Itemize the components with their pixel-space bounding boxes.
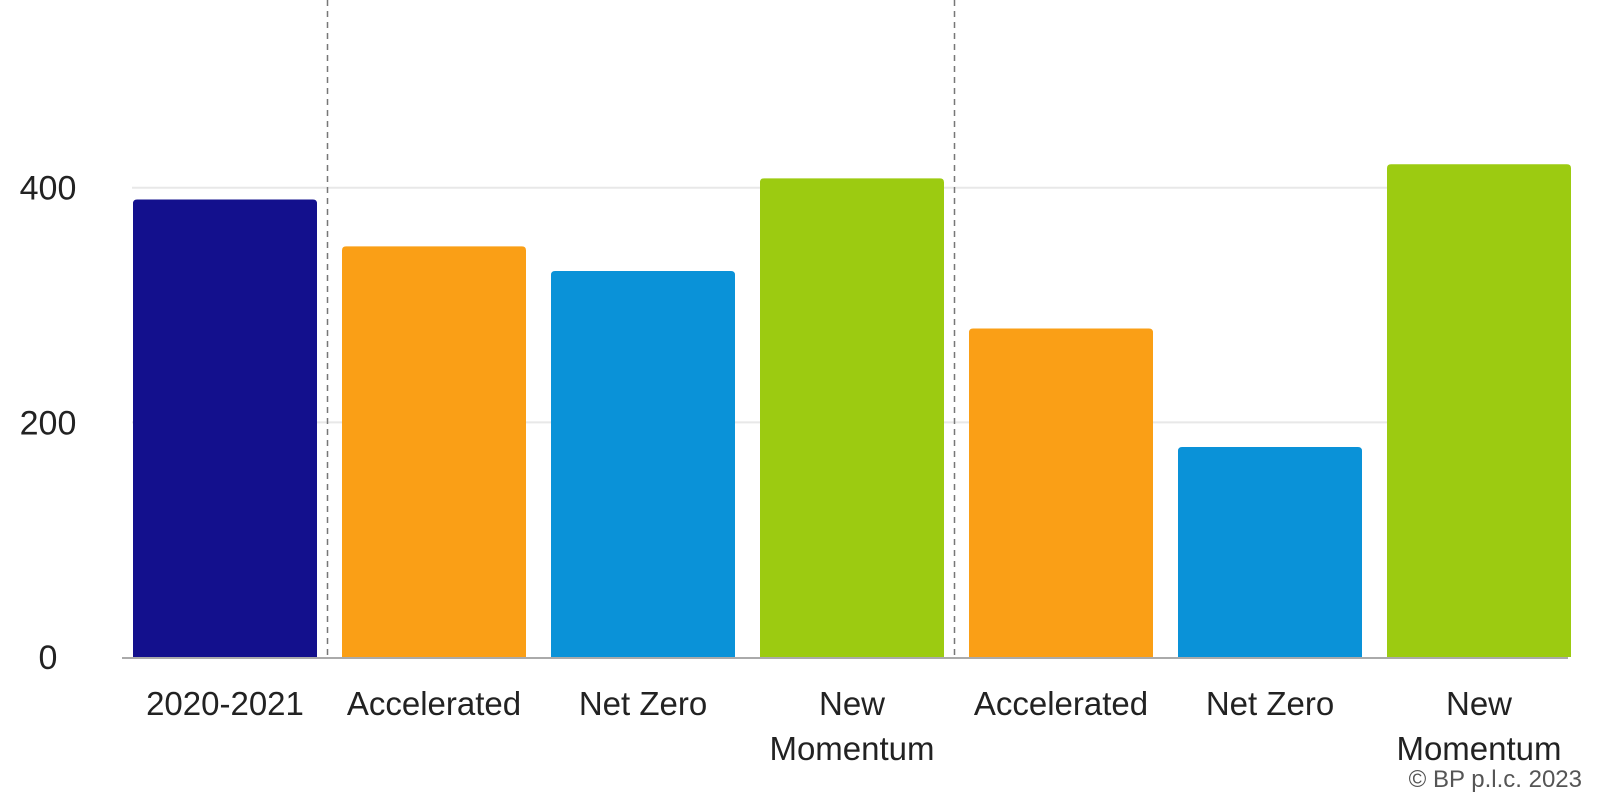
x-category-label-1: Accelerated	[347, 685, 521, 722]
x-category-label-line: New	[819, 685, 885, 722]
x-category-label-line: New	[1446, 685, 1512, 722]
y-tick-label-400: 400	[20, 170, 77, 208]
bar-5	[1178, 446, 1362, 657]
x-category-label-line: Momentum	[1396, 730, 1561, 767]
y-tick-label-200: 200	[20, 404, 77, 442]
x-category-label-4: Accelerated	[974, 685, 1148, 722]
y-tick-label-0: 0	[39, 639, 58, 677]
x-category-label-line: Momentum	[769, 730, 934, 767]
x-category-label-2: Net Zero	[579, 685, 707, 722]
x-category-label-3: New Momentum	[769, 685, 934, 767]
bar-6	[1387, 164, 1571, 657]
x-category-label-line: Accelerated	[974, 685, 1148, 722]
bar-0	[133, 199, 317, 658]
x-category-label-line: Net Zero	[579, 685, 707, 722]
bars	[133, 164, 1571, 658]
x-category-label-line: Net Zero	[1206, 685, 1334, 722]
bar-3	[760, 178, 944, 658]
x-category-label-5: Net Zero	[1206, 685, 1334, 722]
y-tick-labels: 0 200 400	[20, 170, 77, 677]
x-category-label-line: Accelerated	[347, 685, 521, 722]
bar-4	[969, 328, 1153, 657]
bar-2	[551, 271, 735, 657]
x-category-label-6: New Momentum	[1396, 685, 1561, 767]
x-category-label-line: 2020-2021	[146, 685, 304, 722]
bar-1	[342, 246, 526, 657]
x-category-label-0: 2020-2021	[146, 685, 304, 722]
copyright-notice: © BP p.l.c. 2023	[1409, 766, 1582, 793]
x-category-labels: 2020-2021 Accelerated Net Zero New Momentum A…	[146, 685, 1561, 767]
